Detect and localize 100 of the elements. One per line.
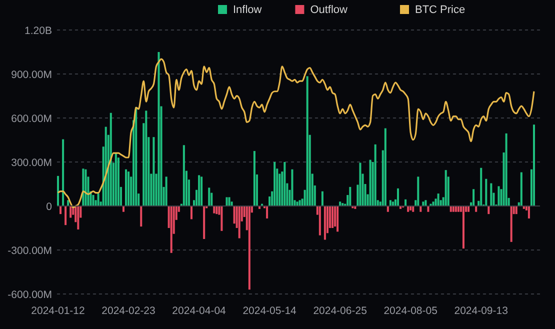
bar — [432, 202, 434, 206]
x-tick-label: 2024-02-23 — [102, 305, 156, 317]
bar — [520, 172, 522, 206]
bar — [60, 206, 62, 214]
bar — [454, 206, 457, 212]
bar — [427, 206, 430, 212]
bar — [475, 206, 478, 212]
bar — [208, 188, 210, 206]
legend-label: Outflow — [310, 4, 348, 16]
bar — [384, 128, 386, 206]
bar — [392, 202, 394, 206]
bar — [200, 176, 203, 206]
bar — [485, 178, 488, 206]
y-tick-label: 300.00M — [11, 157, 52, 169]
bar — [92, 195, 94, 206]
bar — [104, 126, 107, 206]
bar — [462, 206, 464, 249]
bar — [386, 206, 389, 212]
bar — [117, 158, 120, 206]
bar — [238, 206, 240, 238]
bar — [158, 52, 160, 206]
bar — [170, 206, 172, 253]
bar — [389, 200, 392, 206]
bar — [135, 107, 138, 206]
y-tick-label: 0 — [46, 201, 52, 213]
bar — [110, 112, 112, 206]
y-tick-label: -300.00M — [8, 245, 52, 257]
bar — [253, 151, 256, 206]
y-tick-label: 900.00M — [11, 69, 52, 81]
bar — [84, 169, 87, 206]
bar — [125, 169, 128, 206]
bar — [444, 170, 447, 206]
bar — [412, 206, 414, 212]
bar — [284, 162, 286, 206]
bar — [228, 197, 230, 206]
bar — [528, 206, 530, 218]
x-tick-label: 2024-06-25 — [313, 305, 368, 317]
bar — [336, 206, 339, 232]
bar — [248, 206, 250, 290]
bar — [318, 206, 321, 236]
bar — [424, 200, 427, 206]
bar — [407, 206, 410, 212]
x-tick-label: 2024-05-14 — [242, 305, 297, 317]
legend-label: Inflow — [233, 4, 262, 16]
bar — [190, 206, 192, 220]
bar — [220, 206, 223, 231]
bar — [182, 145, 185, 206]
bar — [64, 206, 67, 226]
bar — [505, 133, 508, 206]
bar — [226, 197, 228, 206]
y-tick-label: 1.20B — [24, 25, 52, 37]
bar — [349, 186, 352, 206]
y-tick-label: 600.00M — [11, 113, 52, 125]
x-tick-label: 2024-01-12 — [31, 305, 86, 317]
bar — [62, 139, 64, 206]
x-tick-label: 2024-08-05 — [384, 305, 438, 317]
bar — [457, 206, 460, 212]
bar — [165, 176, 168, 206]
x-tick-label: 2024-09-13 — [454, 305, 508, 317]
y-tick-label: -600.00M — [8, 289, 52, 301]
bar — [321, 191, 324, 206]
bar — [213, 206, 216, 214]
bar — [298, 200, 301, 206]
bar — [532, 124, 535, 206]
bar — [198, 175, 200, 206]
bar — [488, 206, 490, 214]
bar — [450, 206, 452, 212]
bar — [490, 183, 492, 206]
bar — [291, 169, 294, 206]
bar — [480, 168, 482, 206]
bar — [422, 202, 424, 206]
bar — [216, 206, 218, 214]
bar — [233, 206, 236, 224]
bar — [515, 206, 518, 214]
bar — [57, 176, 60, 206]
bar — [324, 206, 326, 240]
bar — [274, 162, 276, 206]
bar — [128, 172, 130, 206]
bar — [498, 186, 500, 206]
bar — [296, 202, 298, 206]
bar — [70, 206, 72, 218]
bar — [332, 206, 334, 228]
bar — [67, 200, 70, 206]
bar — [114, 153, 117, 206]
bar — [77, 206, 80, 230]
bar — [410, 206, 412, 210]
bar — [152, 137, 155, 206]
bar — [468, 206, 470, 212]
bar — [359, 162, 362, 206]
bar — [97, 194, 100, 206]
bar — [306, 76, 308, 206]
bar — [145, 110, 148, 206]
bar — [140, 206, 142, 227]
bar — [369, 160, 372, 206]
bar — [122, 206, 124, 212]
bar — [420, 206, 422, 212]
bar — [404, 199, 407, 206]
bar — [203, 206, 206, 239]
bar — [417, 176, 420, 206]
bar — [472, 189, 475, 206]
